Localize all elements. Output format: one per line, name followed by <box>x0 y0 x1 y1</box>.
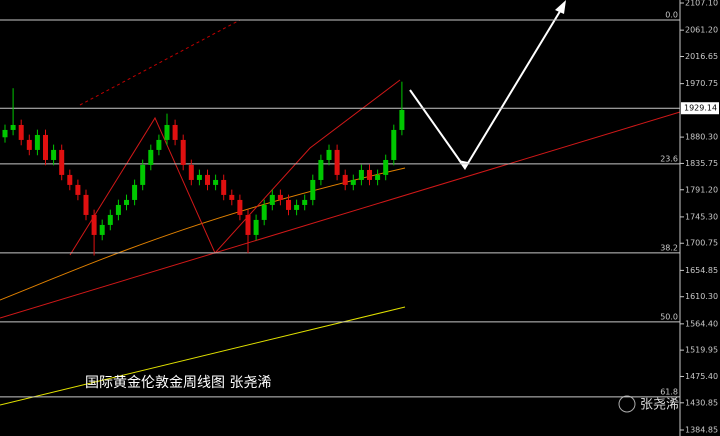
y-tick-label: 1745.30 <box>685 212 718 221</box>
candle-body <box>391 129 397 160</box>
candle-body <box>310 179 316 200</box>
y-tick-label: 2107.10 <box>685 0 718 8</box>
y-tick-label: 1970.75 <box>685 79 718 88</box>
candle-body <box>124 199 129 205</box>
candle-body <box>221 179 227 195</box>
candle-body <box>75 184 81 195</box>
candle-body <box>43 134 48 160</box>
drawings <box>0 0 681 406</box>
candle-body <box>302 199 308 205</box>
level-label: 61.8 <box>660 387 678 396</box>
trend-line <box>0 167 406 301</box>
candle-body <box>51 149 57 160</box>
candle-body <box>237 199 243 215</box>
candle-body <box>245 214 251 235</box>
level-label: 38.2 <box>660 243 678 252</box>
candle-body <box>269 194 275 205</box>
y-tick-label: 1610.30 <box>685 292 718 301</box>
y-tick-label: 1835.75 <box>685 159 718 168</box>
candle-body <box>67 174 73 185</box>
candle-body <box>342 174 348 185</box>
candle-body <box>164 124 170 140</box>
level-label: 50.0 <box>660 312 678 321</box>
candle-body <box>91 214 97 235</box>
candle-body <box>318 159 324 180</box>
candle-body <box>367 169 372 180</box>
candle-body <box>350 179 356 185</box>
candle-body <box>140 164 146 185</box>
candle-body <box>59 149 65 175</box>
y-tick-label: 1880.30 <box>685 133 718 142</box>
y-tick-label: 1700.75 <box>685 239 718 248</box>
candle-body <box>253 219 259 235</box>
candle-body <box>2 129 8 138</box>
candle-body <box>107 214 113 225</box>
annotation: 国际黄金伦敦金周线图 张尧浠 <box>85 374 271 391</box>
candle-body <box>375 174 381 180</box>
candle-body <box>383 159 389 175</box>
candle-body <box>326 149 332 160</box>
y-tick-label: 1791.20 <box>685 185 718 194</box>
y-tick-label: 1475.40 <box>685 372 718 381</box>
y-tick-label: 1654.85 <box>685 266 718 275</box>
candle-body <box>286 199 291 210</box>
level-label: 0.0 <box>665 10 678 19</box>
arrow-head <box>458 160 468 170</box>
candle-body <box>18 124 24 140</box>
candle-body <box>26 139 32 150</box>
candle-body <box>277 194 283 200</box>
candle-body <box>132 184 138 200</box>
y-tick-label: 1519.95 <box>685 346 718 355</box>
candle-body <box>261 204 267 220</box>
candle-body <box>83 194 89 215</box>
candle-body <box>399 109 405 130</box>
candle-body <box>10 124 16 130</box>
trend-line <box>79 19 241 106</box>
arrow-head <box>555 0 566 14</box>
trend-line <box>0 111 681 319</box>
candle-body <box>180 139 186 165</box>
y-tick-label: 2016.65 <box>685 52 718 61</box>
watermark: 张尧浠 <box>640 398 679 413</box>
y-tick-label: 1430.85 <box>685 398 718 407</box>
y-tick-label: 2061.20 <box>685 26 718 35</box>
y-tick-label: 1564.40 <box>685 319 718 328</box>
candle-body <box>188 164 194 180</box>
watermark-icon <box>618 395 636 413</box>
candle-body <box>172 124 178 140</box>
candle-body <box>196 174 202 180</box>
candle-body <box>213 179 219 185</box>
candle-body <box>34 134 40 150</box>
level-label: 23.6 <box>660 154 678 163</box>
candle-body <box>115 204 121 215</box>
candle-body <box>358 169 364 180</box>
y-tick-label: 1384.85 <box>685 425 718 434</box>
last-price-box <box>681 102 719 115</box>
candle-body <box>205 174 210 185</box>
candle-body <box>334 149 340 175</box>
trend-line <box>0 306 406 406</box>
candle-body <box>99 224 105 235</box>
candle-body <box>294 204 300 210</box>
candle-body <box>229 194 235 200</box>
candle-body <box>156 139 162 150</box>
last-price-label: 1929.14 <box>684 104 717 113</box>
candle-body <box>148 149 154 165</box>
